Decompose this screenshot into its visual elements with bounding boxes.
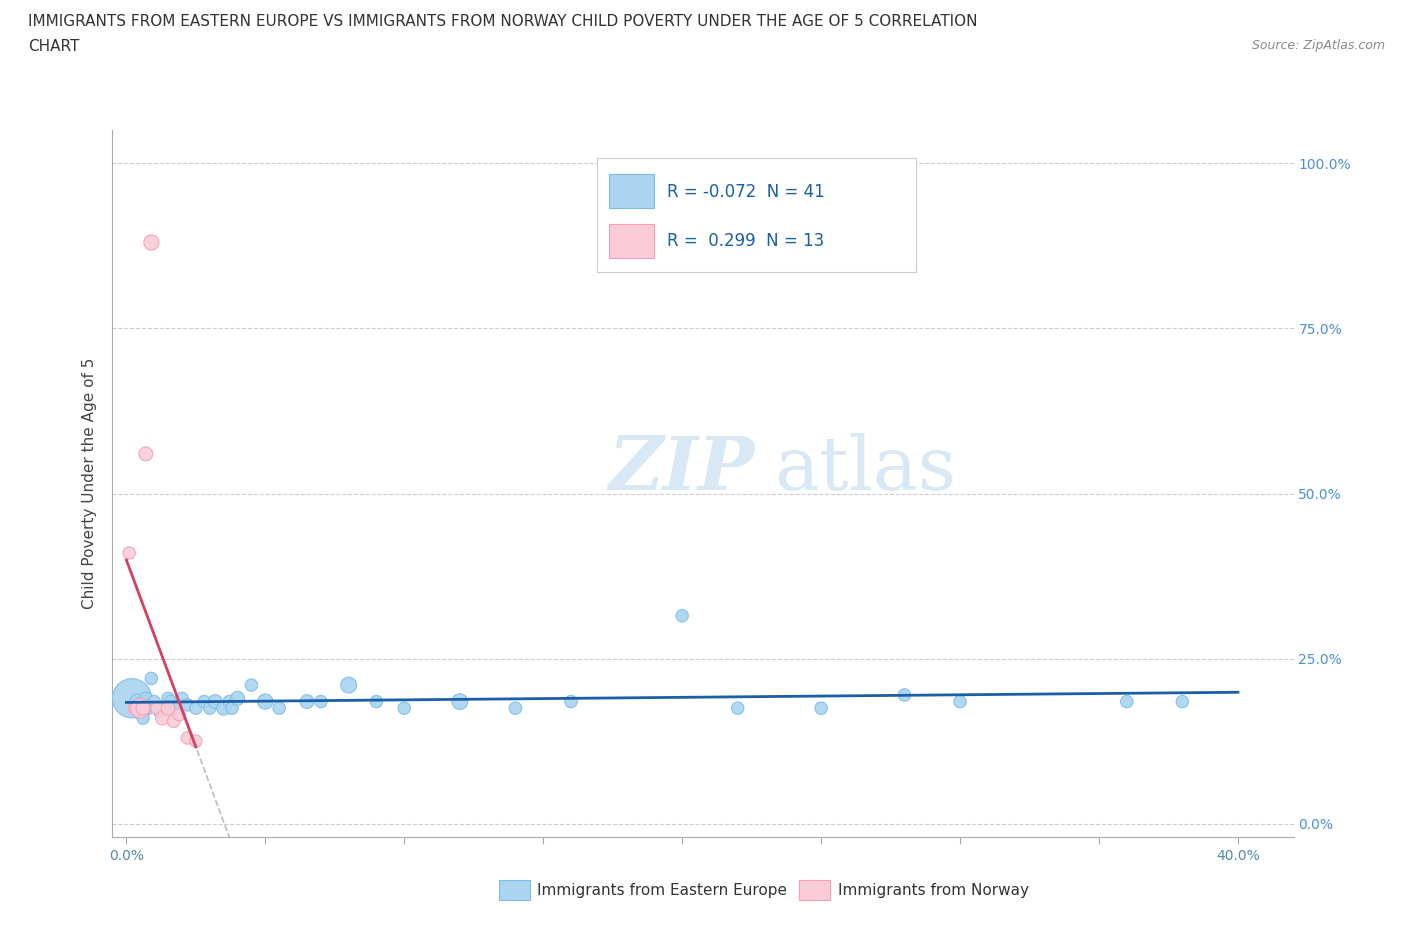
Point [129,700,152,715]
Point [810,700,832,715]
Point [138,700,160,715]
Point [366,694,388,709]
Point [165,700,187,715]
Point [727,700,749,715]
Point [176,698,198,712]
Point [949,694,972,709]
Point [121,691,143,706]
Point [152,711,174,725]
Point [1171,694,1194,709]
Point [295,694,318,709]
Point [135,446,157,461]
Point [226,691,249,706]
Point [671,608,693,623]
Point [157,691,180,706]
Point [141,235,163,250]
Text: ZIP: ZIP [609,433,755,506]
Point [152,700,174,715]
Point [240,678,263,693]
Point [124,700,146,715]
Point [269,700,291,715]
Point [141,671,163,686]
Point [167,708,190,723]
Point [394,700,416,715]
Point [221,700,243,715]
Point [198,700,221,715]
Point [1115,694,1137,709]
Point [170,691,193,706]
Point [162,714,184,729]
Point [129,698,152,712]
Point [212,700,235,715]
Point [157,700,180,715]
Point [449,694,471,709]
Point [135,691,157,706]
Point [127,694,149,709]
Text: CHART: CHART [28,39,80,54]
Point [118,546,141,561]
Text: Source: ZipAtlas.com: Source: ZipAtlas.com [1251,39,1385,52]
Point [184,734,207,749]
Y-axis label: Child Poverty Under the Age of 5: Child Poverty Under the Age of 5 [82,358,97,609]
Point [218,694,240,709]
Point [176,730,198,745]
Text: IMMIGRANTS FROM EASTERN EUROPE VS IMMIGRANTS FROM NORWAY CHILD POVERTY UNDER THE: IMMIGRANTS FROM EASTERN EUROPE VS IMMIGR… [28,14,977,29]
Text: atlas: atlas [773,433,956,506]
Point [143,694,166,709]
Text: Immigrants from Eastern Europe: Immigrants from Eastern Europe [537,883,787,897]
Point [193,694,215,709]
Point [184,700,207,715]
Point [337,678,360,693]
Point [132,711,155,725]
Point [146,700,169,715]
Point [893,687,915,702]
Point [254,694,277,709]
Point [309,694,332,709]
Text: Immigrants from Norway: Immigrants from Norway [838,883,1029,897]
Point [560,694,582,709]
Point [204,694,226,709]
Point [160,694,183,709]
Point [149,704,172,719]
Point [132,700,155,715]
Point [505,700,527,715]
